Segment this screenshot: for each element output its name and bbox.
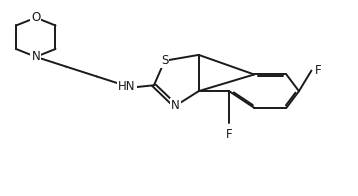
Text: HN: HN <box>118 80 136 93</box>
Text: N: N <box>32 50 40 63</box>
Text: N: N <box>171 99 180 112</box>
Text: F: F <box>226 128 232 141</box>
Text: O: O <box>31 11 40 24</box>
Text: F: F <box>315 64 322 77</box>
Text: S: S <box>161 54 168 67</box>
